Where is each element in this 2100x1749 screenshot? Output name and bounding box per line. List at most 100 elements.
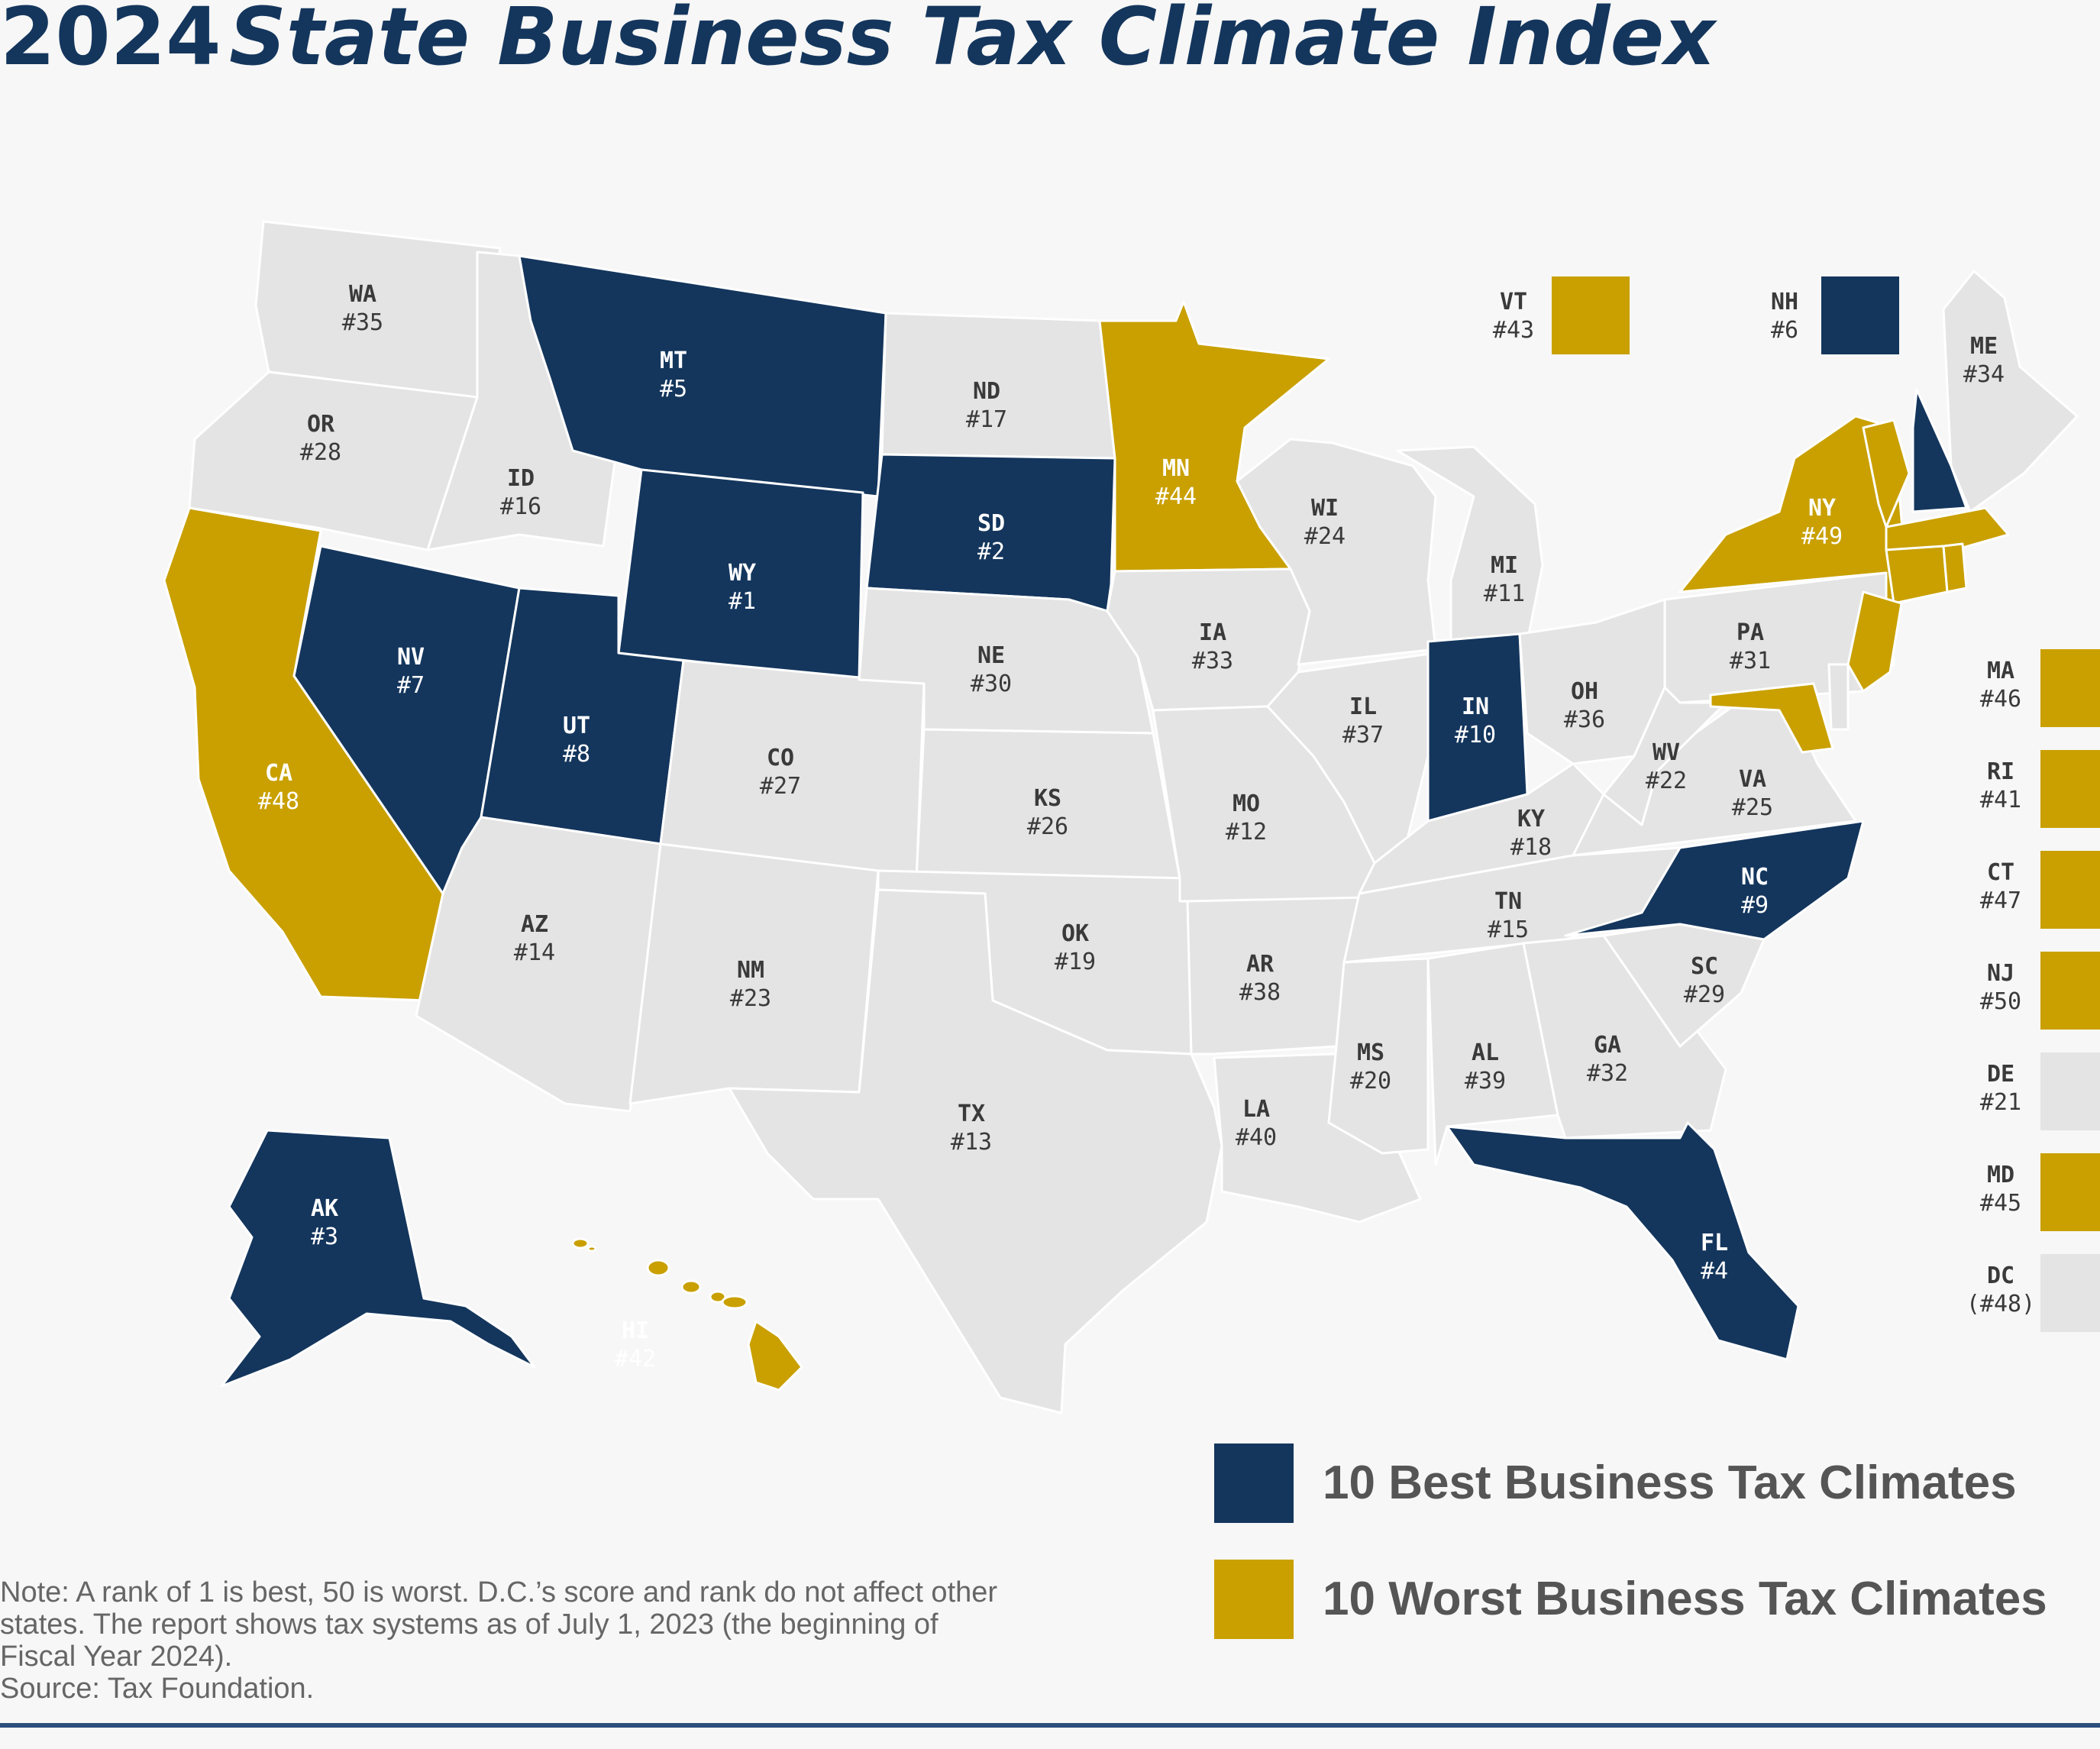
source-note: Note: A rank of 1 is best, 50 is worst. … [0, 1576, 1130, 1705]
state-rank-ks: #26 [1027, 813, 1068, 840]
state-shape-hi-island [646, 1259, 670, 1277]
state-rank-vt: #43 [1493, 317, 1534, 344]
state-rank-mo: #12 [1226, 819, 1267, 845]
state-label-tx: TX [958, 1101, 985, 1127]
state-label-vt: VT [1500, 289, 1527, 315]
callout-swatch-de [2040, 1052, 2100, 1130]
state-rank-ne: #30 [971, 671, 1012, 697]
state-rank-ga: #32 [1587, 1060, 1628, 1087]
state-label-ar: AR [1246, 951, 1275, 978]
state-rank-hi: #42 [615, 1346, 656, 1372]
state-label-ne: NE [977, 642, 1005, 669]
state-rank-wv: #22 [1646, 768, 1687, 794]
state-rank-mn: #44 [1155, 483, 1197, 510]
state-label-dc: DC [1987, 1262, 2014, 1289]
state-shape-md [1709, 682, 1834, 754]
state-rank-va: #25 [1732, 794, 1773, 821]
note-line: Note: A rank of 1 is best, 50 is worst. … [0, 1576, 998, 1608]
state-rank-oh: #36 [1564, 706, 1605, 733]
state-shape-ma [1885, 506, 2010, 551]
state-label-ga: GA [1594, 1032, 1621, 1059]
state-rank-or: #28 [300, 439, 341, 466]
state-label-ks: KS [1034, 785, 1061, 812]
state-rank-ca: #48 [258, 788, 299, 815]
state-label-oh: OH [1571, 678, 1598, 705]
state-label-wv: WV [1653, 739, 1680, 766]
state-label-me: ME [1970, 333, 1998, 360]
state-label-tn: TN [1494, 888, 1522, 915]
state-label-pa: PA [1737, 619, 1764, 646]
state-shape-al [1426, 942, 1559, 1166]
state-rank-sd: #2 [977, 538, 1005, 565]
state-rank-wa: #35 [342, 309, 383, 336]
state-label-mt: MT [660, 348, 687, 374]
state-rank-ia: #33 [1192, 648, 1233, 674]
state-rank-ky: #18 [1510, 834, 1552, 861]
state-shape-hi-island [680, 1279, 702, 1295]
state-label-id: ID [507, 465, 535, 492]
callout-swatch-md [2040, 1153, 2100, 1231]
bottom-rule [0, 1723, 2100, 1728]
state-label-ri: RI [1987, 758, 2014, 785]
state-shape-me [1942, 270, 2079, 513]
state-label-mo: MO [1233, 790, 1260, 817]
state-rank-wy: #1 [729, 588, 756, 615]
state-rank-mt: #5 [660, 376, 687, 402]
state-label-al: AL [1472, 1039, 1499, 1066]
legend-label-best: 10 Best Business Tax Climates [1323, 1456, 2017, 1509]
callout-swatch-ma [2040, 649, 2100, 727]
state-label-wi: WI [1311, 495, 1339, 522]
state-label-de: DE [1987, 1061, 2014, 1088]
state-label-ia: IA [1199, 619, 1226, 646]
state-label-mi: MI [1491, 552, 1518, 579]
state-shape-mn [1098, 300, 1330, 573]
state-shape-ak [220, 1129, 536, 1388]
state-shape-vt [1862, 419, 1911, 529]
state-label-sd: SD [977, 510, 1005, 537]
state-rank-in: #10 [1455, 722, 1496, 748]
callout-swatch-vt [1552, 276, 1630, 354]
state-label-fl: FL [1701, 1230, 1728, 1256]
state-rank-me: #34 [1963, 361, 2005, 388]
state-rank-pa: #31 [1730, 648, 1771, 674]
state-rank-nv: #7 [397, 672, 425, 699]
legend-swatch-worst [1214, 1560, 1294, 1639]
state-label-nv: NV [397, 644, 425, 671]
note-line: Fiscal Year 2024). [0, 1641, 233, 1673]
state-label-nj: NJ [1987, 960, 2014, 987]
callout-swatch-nh [1821, 276, 1899, 354]
state-rank-fl: #4 [1701, 1258, 1728, 1285]
state-rank-tn: #15 [1488, 917, 1529, 943]
callout-swatch-dc [2040, 1254, 2100, 1332]
state-label-ut: UT [563, 713, 590, 739]
state-shapes [163, 220, 2079, 1414]
state-label-ky: KY [1517, 806, 1545, 832]
source-line: Source: Tax Foundation. [0, 1673, 315, 1705]
state-shape-hi-island [571, 1237, 590, 1250]
state-rank-ms: #20 [1350, 1068, 1391, 1094]
state-shape-ct [1885, 545, 1949, 605]
state-shape-hi-island [721, 1295, 748, 1310]
state-shape-nc [1564, 820, 1865, 941]
state-rank-il: #37 [1342, 722, 1384, 748]
state-label-ms: MS [1357, 1039, 1384, 1066]
state-label-in: IN [1462, 693, 1489, 720]
state-rank-id: #16 [500, 493, 541, 520]
state-shape-ri [1942, 542, 1968, 593]
state-shape-de [1827, 663, 1850, 731]
callout-swatch-ri [2040, 750, 2100, 828]
state-rank-co: #27 [760, 773, 801, 800]
state-label-ct: CT [1987, 859, 2014, 886]
state-shape-tx [728, 888, 1223, 1414]
state-label-or: OR [307, 411, 335, 438]
state-label-va: VA [1739, 766, 1766, 793]
state-rank-ma: #46 [1980, 686, 2021, 713]
state-label-ca: CA [265, 760, 292, 787]
state-label-wy: WY [729, 560, 756, 587]
state-label-il: IL [1349, 693, 1377, 720]
state-label-ok: OK [1061, 920, 1089, 947]
state-shape-fl [1446, 1121, 1800, 1361]
state-label-nc: NC [1741, 864, 1769, 891]
state-rank-ri: #41 [1980, 787, 2021, 813]
